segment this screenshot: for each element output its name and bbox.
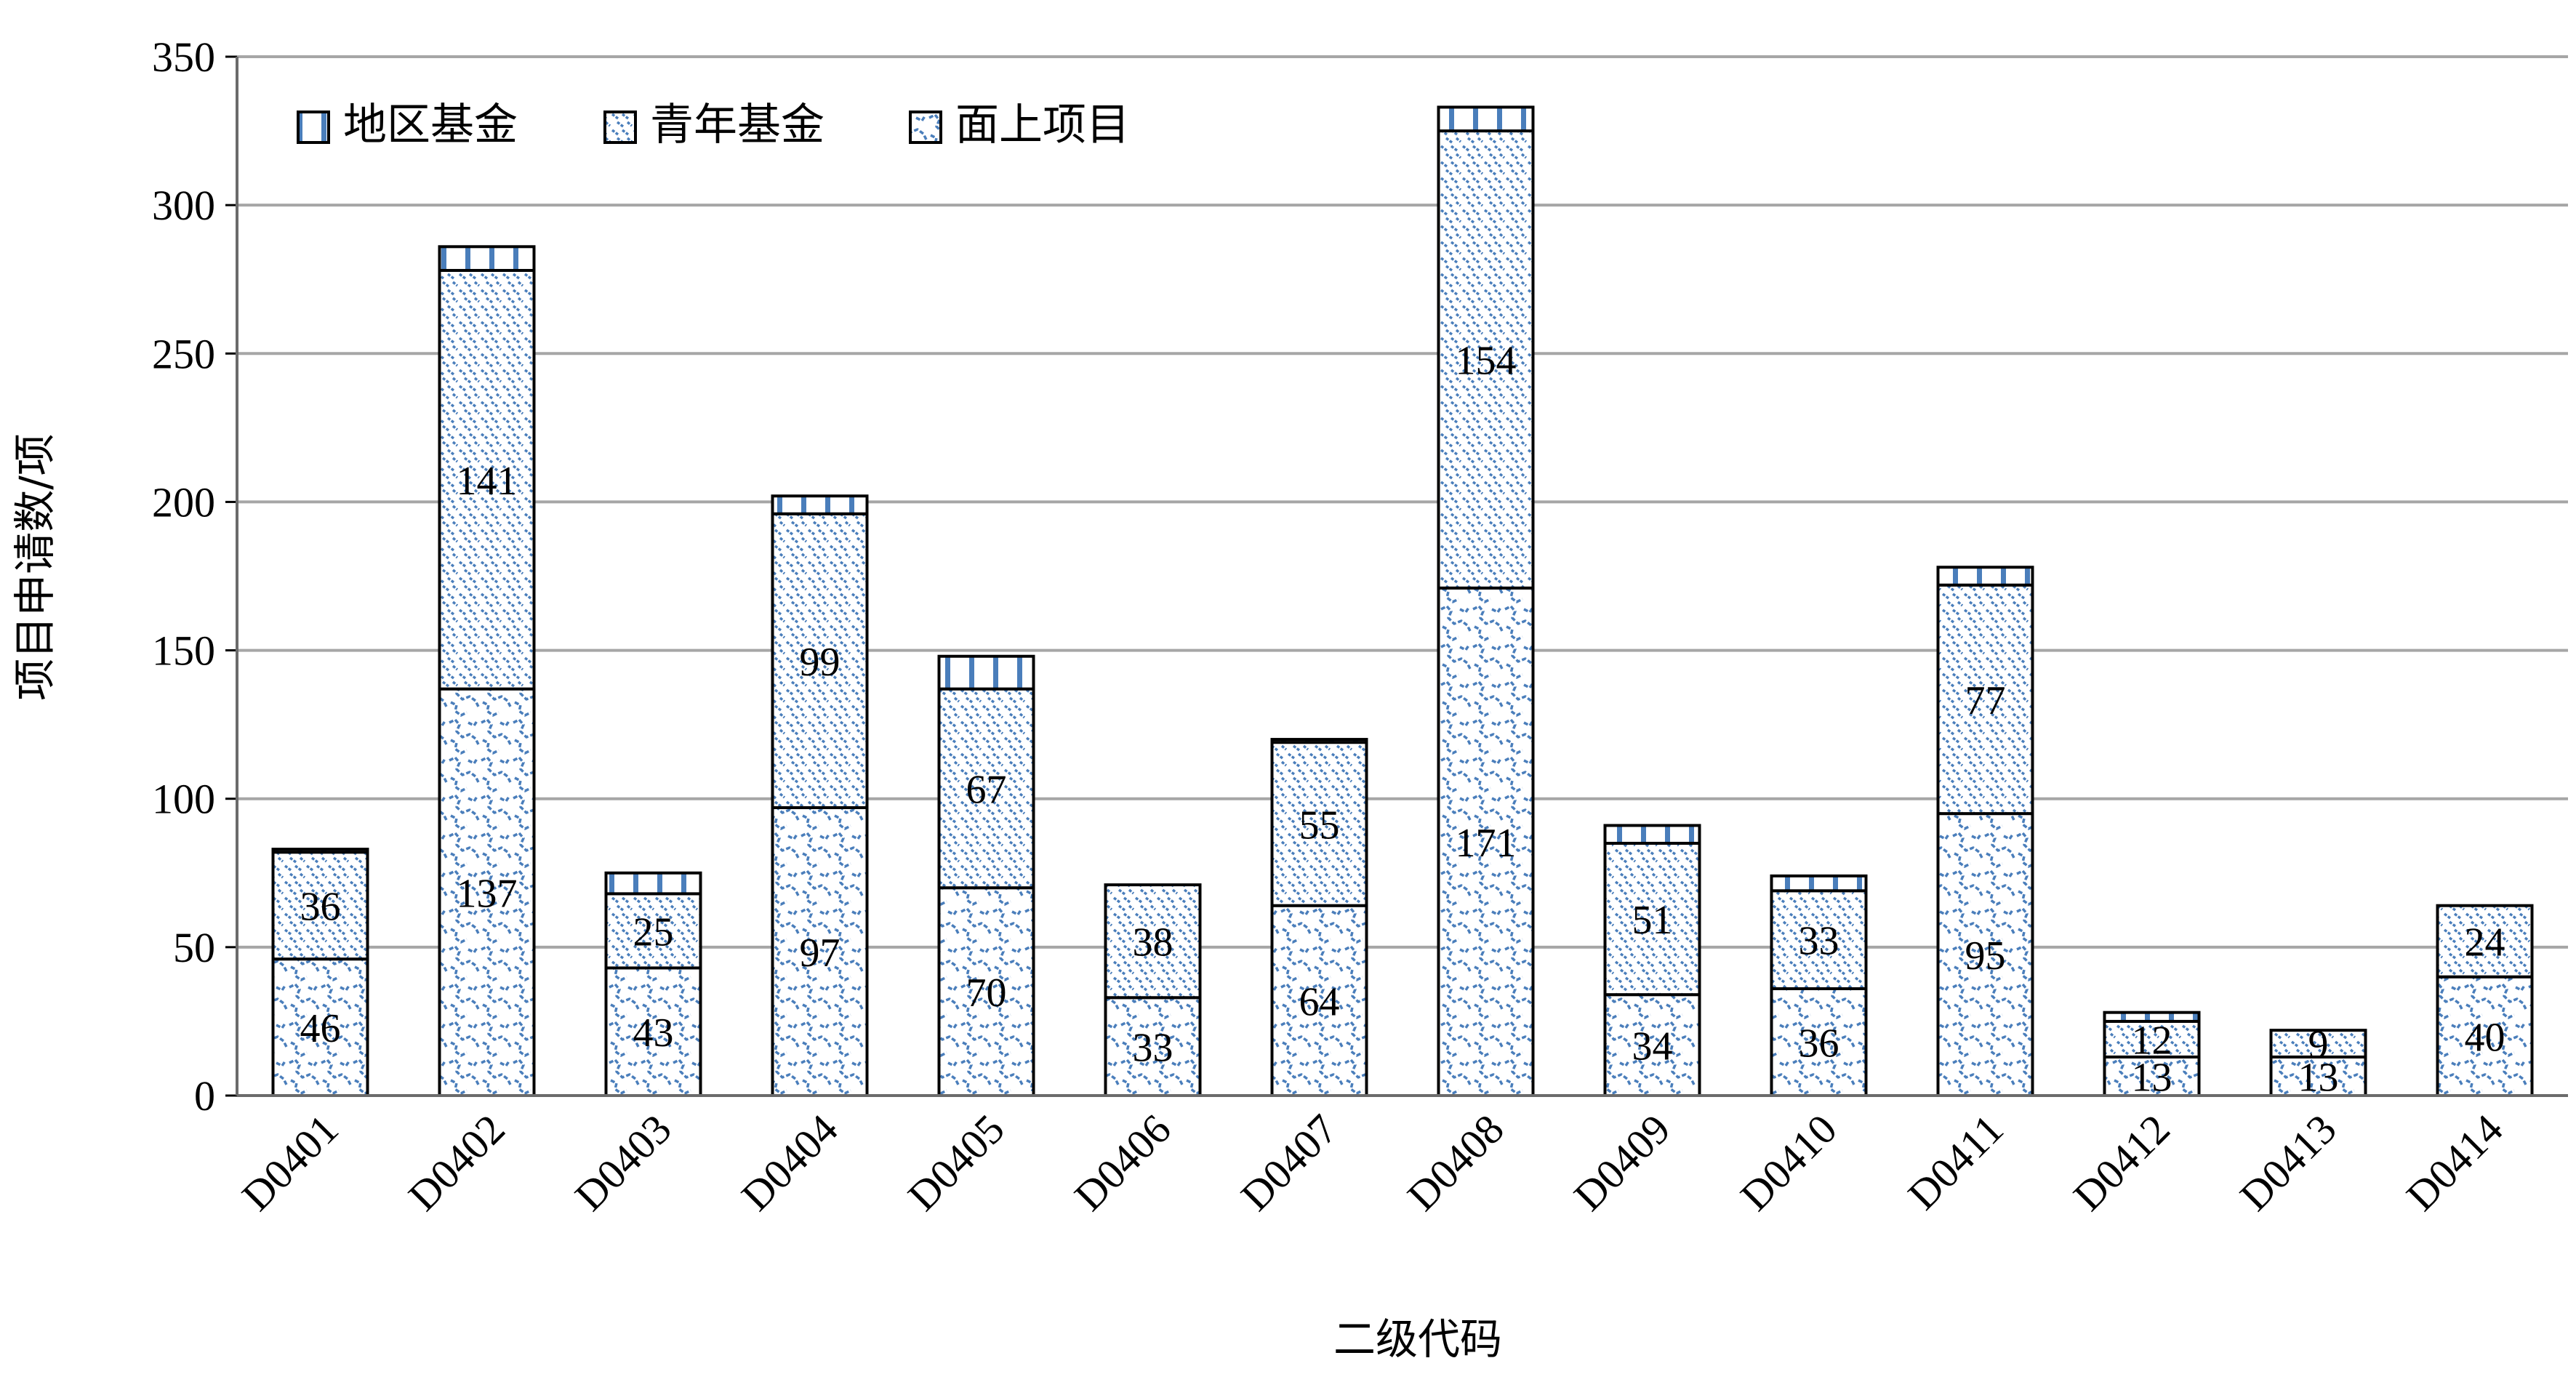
bar-segment-qingnian [2269, 1029, 2367, 1058]
data-label: 13 [2298, 1055, 2339, 1100]
x-tick-label: D0411 [1899, 1105, 2013, 1218]
gridlines [237, 55, 2568, 949]
bar-segment-qingnian [604, 892, 702, 970]
data-label: 9 [2308, 1023, 2329, 1068]
legend-label-mianshang: 面上项目 [955, 100, 1130, 150]
bar-segment-mianshang [1936, 812, 2034, 1097]
data-label: 12 [2132, 1018, 2172, 1063]
data-label: 36 [1799, 1021, 1839, 1066]
bar-segment-mianshang [1270, 904, 1368, 1097]
data-labels: 46 36 137 141 43 25 97 99 70 67 33 38 64 55 171 154 34 51… [300, 338, 2505, 1100]
bar-segment-diqu [1603, 824, 1701, 845]
y-tick-label: 300 [152, 182, 215, 229]
bar-segment-qingnian [271, 851, 369, 961]
bar-segment-qingnian [1936, 583, 2034, 816]
y-tick-label: 350 [152, 33, 215, 81]
x-tick-label: D0409 [1565, 1105, 1680, 1220]
legend-label-qingnian: 青年基金 [650, 100, 824, 150]
y-tick-label: 250 [152, 330, 215, 377]
bar-segment-qingnian [1437, 129, 1535, 590]
bar-segment-diqu [771, 494, 869, 515]
x-tick-label: D0414 [2397, 1105, 2512, 1220]
bar-segment-mianshang [1603, 993, 1701, 1097]
data-label: 64 [1299, 979, 1340, 1024]
legend-label-diqu: 地区基金 [343, 100, 518, 150]
data-label: 25 [633, 909, 674, 955]
y-axis-title: 项目申请数/项 [10, 433, 60, 701]
bar-segment-qingnian [1270, 741, 1368, 907]
bar-segment-diqu [937, 654, 1035, 691]
bar-segment-diqu [2103, 1011, 2201, 1023]
bar-segment-mianshang [1104, 996, 1202, 1098]
data-label: 55 [1299, 803, 1340, 848]
data-label: 154 [1456, 338, 1517, 383]
data-label: 99 [800, 640, 840, 685]
data-label: 137 [457, 871, 518, 916]
bar-segment-mianshang [604, 966, 702, 1097]
bar-segment-mianshang [1437, 586, 1535, 1097]
x-tick-label: D0401 [233, 1105, 348, 1220]
x-tick-label: D0410 [1731, 1105, 1846, 1220]
data-label: 46 [300, 1006, 341, 1051]
bar-segment-qingnian [937, 687, 1035, 890]
legend-swatch-mianshang [909, 111, 942, 144]
bar-segment-diqu [604, 871, 702, 896]
x-tick-label: D0408 [1398, 1105, 1513, 1220]
x-tick-label: D0404 [732, 1105, 847, 1220]
data-label: 13 [2132, 1055, 2172, 1100]
data-label: 67 [966, 767, 1007, 812]
data-label: 77 [1965, 678, 2006, 723]
x-tick-label: D0402 [399, 1105, 514, 1220]
data-label: 97 [800, 931, 840, 976]
x-tick-label: D0413 [2231, 1105, 2346, 1220]
bar-segment-qingnian [771, 512, 869, 809]
legend-swatch-diqu [297, 111, 330, 144]
data-label: 70 [966, 971, 1007, 1016]
bar-segment-diqu [1270, 738, 1368, 744]
data-label: 24 [2465, 920, 2505, 965]
bar-segment-diqu [1936, 566, 2034, 587]
data-label: 38 [1133, 920, 1173, 965]
data-label: 33 [1133, 1026, 1173, 1071]
data-label: 34 [1632, 1024, 1673, 1069]
data-label: 95 [1965, 933, 2006, 979]
bar-segment-diqu [271, 848, 369, 854]
bar-segment-qingnian [438, 268, 536, 691]
data-label: 40 [2465, 1015, 2505, 1060]
bar-segment-diqu [438, 245, 536, 272]
y-tick-label: 0 [194, 1072, 215, 1120]
y-tick-label: 150 [152, 627, 215, 675]
bar-segment-mianshang [771, 805, 869, 1098]
data-label: 51 [1632, 898, 1673, 943]
data-label: 43 [633, 1011, 674, 1056]
x-tick-label: D0406 [1065, 1105, 1180, 1220]
data-label: 36 [300, 885, 341, 930]
legend-swatch-qingnian [603, 111, 637, 144]
data-label: 141 [457, 459, 518, 504]
y-tick-label: 200 [152, 478, 215, 526]
y-tick-label: 50 [173, 924, 215, 971]
bar-segment-qingnian [2436, 904, 2534, 979]
data-label: 171 [1456, 821, 1517, 866]
bar-segment-diqu [1770, 874, 1868, 893]
x-tick-label: D0405 [899, 1105, 1014, 1220]
bar-segment-diqu [1437, 105, 1535, 133]
data-label: 33 [1799, 919, 1839, 964]
y-tick-label: 100 [152, 776, 215, 823]
x-tick-label: D0403 [566, 1105, 681, 1220]
legend: 地区基金 青年基金 面上项目 [297, 100, 1130, 150]
x-axis-title: 二级代码 [1333, 1314, 1502, 1364]
x-tick-label: D0407 [1232, 1105, 1347, 1220]
x-tick-label: D0412 [2064, 1105, 2179, 1220]
bar-segment-qingnian [1104, 883, 1202, 1000]
bars [271, 105, 2534, 1098]
